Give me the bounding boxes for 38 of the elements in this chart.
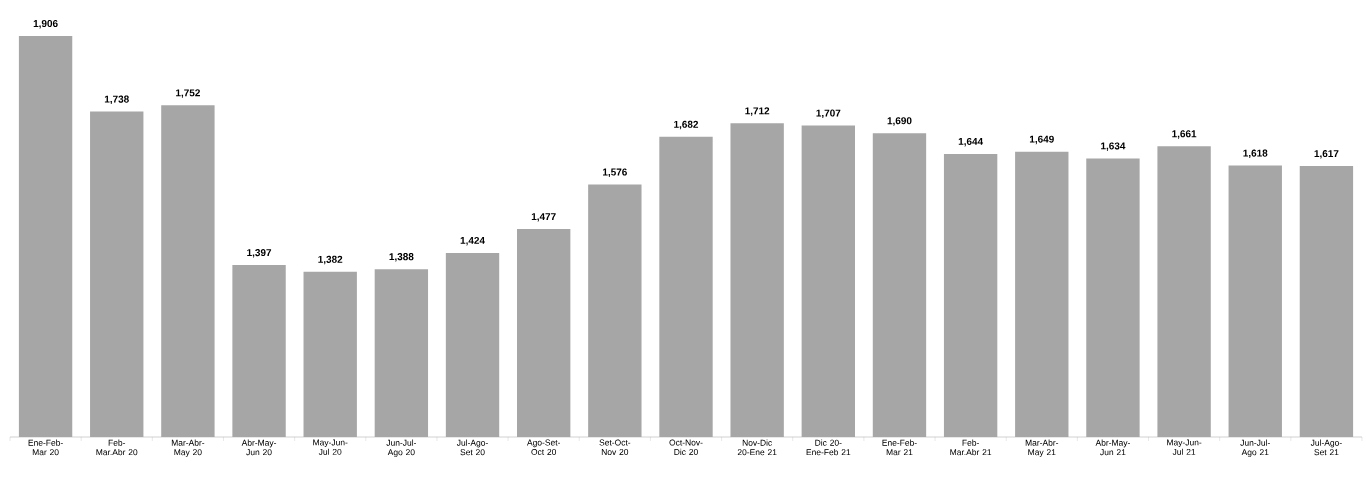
- data-label: 1,906: [33, 19, 58, 29]
- data-label: 1,576: [603, 168, 627, 177]
- data-label: 1,477: [531, 213, 556, 222]
- x-tick-label: Jul-Ago-Set 20: [456, 439, 488, 456]
- x-tick-label: Ago-Set-Oct 20: [526, 439, 560, 455]
- data-label: 1,707: [816, 109, 841, 119]
- x-tick-label: Nov-Dic 20-Ene 21: [737, 439, 777, 456]
- x-tick-label: Oct-Nov-Dic 20: [669, 439, 703, 455]
- data-label: 1,382: [318, 255, 343, 265]
- x-tick-label: Jul-Ago-Set 21: [1310, 439, 1342, 456]
- data-label: 1,649: [1029, 135, 1054, 145]
- data-label: 1,712: [745, 107, 770, 116]
- x-tick-label: Feb-Mar.Abr 21: [950, 439, 992, 456]
- x-tick-label: Mar-Abr-May 21: [1025, 439, 1059, 457]
- data-label: 1,644: [958, 137, 984, 147]
- data-label: 1,738: [104, 95, 129, 105]
- x-tick-label: May-Jun-Jul 21: [1167, 439, 1202, 455]
- data-label: 1,634: [1101, 142, 1126, 151]
- x-tick-label: Abr-May-Jun 21: [1095, 439, 1130, 456]
- x-tick-label: Jun-Jul-Ago 21: [1240, 439, 1270, 457]
- x-tick-label: Abr-May-Jun 20: [241, 439, 277, 456]
- data-label: 1,682: [674, 120, 699, 130]
- x-tick-label: Ene-Feb-Mar 20: [28, 439, 63, 456]
- data-label: 1,752: [176, 89, 200, 98]
- x-tick-label: Dic 20-Ene-Feb 21: [806, 439, 851, 456]
- data-label: 1,388: [389, 253, 414, 262]
- data-label: 1,617: [1314, 150, 1339, 159]
- x-tick-label: Jun-Jul-Ago 20: [386, 439, 417, 457]
- data-label: 1,661: [1172, 130, 1197, 139]
- x-tick-label: Ene-Feb-Mar 21: [882, 439, 917, 456]
- x-tick-label: May-Jun-Jul 20: [313, 439, 348, 455]
- x-tick-label: Mar-Abr-May 20: [171, 439, 205, 457]
- x-tick-label: Feb-Mar.Abr 20: [96, 439, 138, 456]
- data-label: 1,424: [460, 236, 485, 246]
- x-tick-label: Set-Oct-Nov 20: [599, 439, 631, 455]
- data-label: 1,618: [1243, 149, 1268, 159]
- data-label: 1,690: [887, 117, 912, 126]
- data-label: 1,397: [247, 249, 272, 258]
